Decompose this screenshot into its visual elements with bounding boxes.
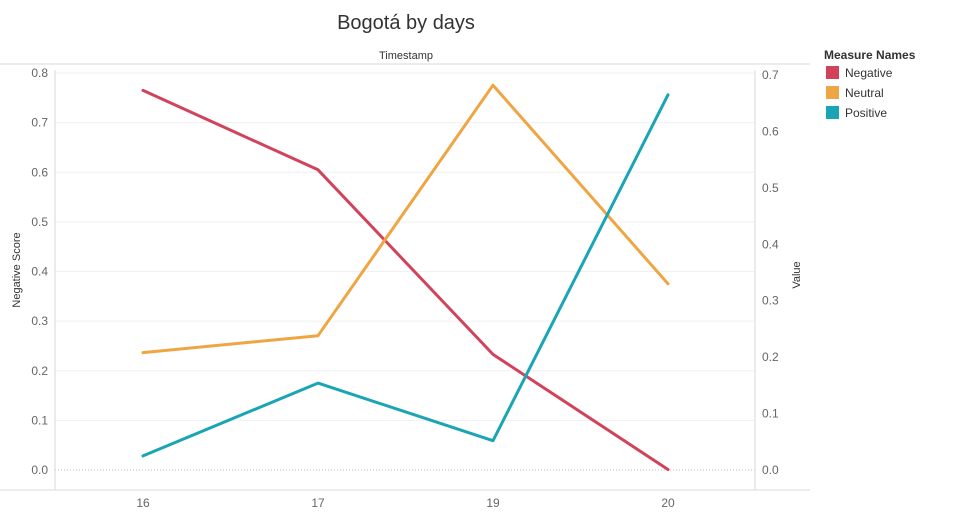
left-tick-label: 0.0	[31, 463, 48, 477]
legend-swatch-positive	[826, 106, 839, 119]
chart-title: Bogotá by days	[337, 12, 475, 34]
x-tick-label: 16	[136, 496, 150, 510]
left-tick-label: 0.1	[31, 413, 48, 427]
left-tick-label: 0.4	[31, 265, 48, 279]
legend-label-positive: Positive	[845, 106, 887, 120]
x-tick-label: 19	[486, 496, 500, 510]
right-tick-label: 0.1	[762, 407, 779, 421]
series-line-positive	[141, 93, 670, 458]
left-tick-label: 0.7	[31, 116, 48, 130]
legend-label-neutral: Neutral	[845, 86, 884, 100]
left-tick-label: 0.6	[31, 165, 48, 179]
legend-title: Measure Names	[824, 48, 916, 62]
left-tick-label: 0.2	[31, 364, 48, 378]
right-tick-label: 0.0	[762, 463, 779, 477]
right-tick-label: 0.6	[762, 124, 779, 138]
x-tick-label: 20	[661, 496, 675, 510]
legend-swatch-neutral	[826, 86, 839, 99]
left-tick-label: 0.8	[31, 66, 48, 80]
right-tick-label: 0.7	[762, 68, 779, 82]
left-tick-label: 0.5	[31, 215, 48, 229]
right-tick-label: 0.5	[762, 181, 779, 195]
legend-items: Negative Neutral Positive	[826, 66, 893, 120]
plot-area: 0.0 0.1 0.2 0.3 0.4 0.5 0.6 0.7 0.8 0.0 0.1 0.2 0.3 0…	[0, 63, 810, 510]
right-tick-label: 0.4	[762, 237, 779, 251]
legend-swatch-negative	[826, 66, 839, 79]
x-tick-label: 17	[311, 496, 325, 510]
left-axis-title: Negative Score	[11, 232, 23, 307]
legend-label-negative: Negative	[845, 66, 893, 80]
left-tick-label: 0.3	[31, 314, 48, 328]
series-line-neutral	[141, 83, 670, 355]
right-axis-title: Value	[791, 261, 803, 288]
right-tick-label: 0.3	[762, 294, 779, 308]
right-tick-label: 0.2	[762, 350, 779, 364]
series-line-negative	[141, 88, 670, 471]
legend: Measure Names Negative Neutral Positive	[824, 48, 916, 120]
x-axis-header: Timestamp	[379, 50, 433, 62]
